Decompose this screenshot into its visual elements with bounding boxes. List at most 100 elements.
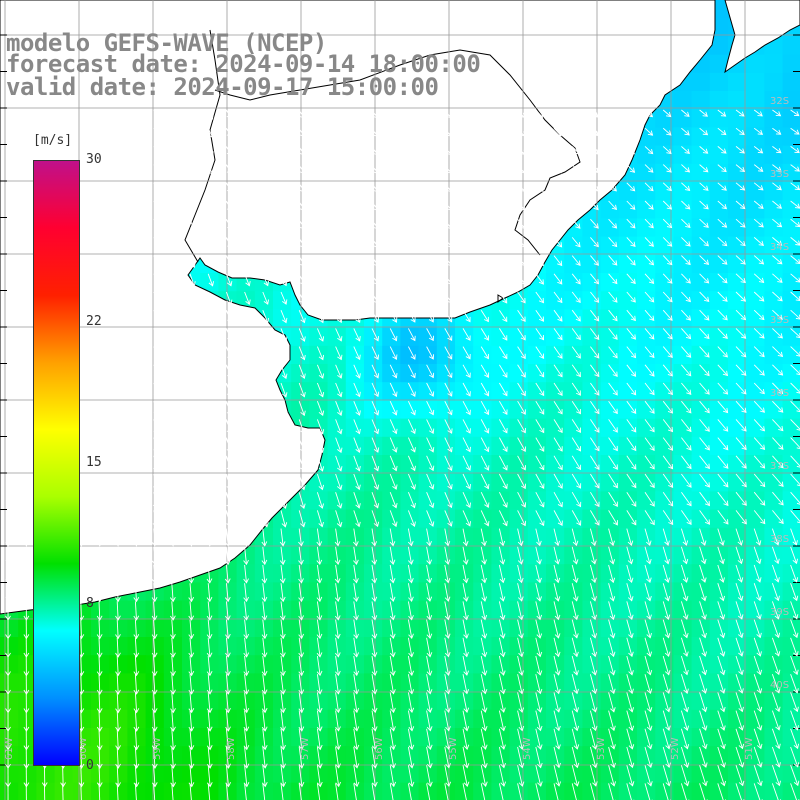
wind-speed-cell (673, 546, 693, 565)
colorbar-tick-label: 22 (86, 313, 102, 329)
wind-speed-cell (637, 327, 656, 347)
wind-speed-cell (637, 637, 656, 656)
wind-speed-cell (382, 473, 401, 492)
wind-speed-cell (582, 218, 602, 238)
wind-speed-cell (691, 145, 711, 165)
wind-speed-cell (728, 564, 747, 583)
wind-speed-cell (673, 691, 693, 711)
wind-speed-cell (709, 582, 729, 602)
wind-speed-cell (564, 546, 583, 565)
wind-speed-cell (200, 273, 219, 292)
wind-speed-cell (491, 673, 511, 693)
wind-speed-cell (546, 655, 565, 674)
wind-speed-cell (400, 509, 420, 529)
wind-speed-cell (564, 691, 583, 711)
wind-speed-cell (709, 655, 729, 674)
wind-speed-cell (582, 691, 602, 711)
wind-speed-cell (782, 327, 800, 347)
wind-speed-cell (782, 345, 800, 365)
wind-speed-cell (637, 709, 656, 729)
wind-speed-cell (527, 291, 547, 310)
longitude-label: 59W (152, 737, 163, 760)
wind-speed-cell (600, 673, 620, 693)
wind-speed-cell (491, 655, 511, 674)
wind-speed-cell (691, 728, 711, 747)
wind-speed-cell (618, 728, 638, 747)
wind-speed-cell (746, 691, 765, 711)
wind-speed-cell (400, 491, 420, 511)
wind-speed-cell (109, 637, 128, 656)
wind-speed-cell (673, 673, 693, 693)
wind-speed-cell (709, 327, 729, 347)
wind-speed-cell (527, 655, 547, 674)
wind-speed-cell (746, 618, 765, 638)
wind-speed-cell (764, 746, 784, 765)
wind-speed-cell (637, 291, 656, 310)
wind-speed-cell (637, 691, 656, 711)
wind-speed-cell (637, 564, 656, 583)
wind-speed-cell (673, 600, 693, 620)
wind-speed-cell (637, 673, 656, 693)
wind-speed-cell (291, 327, 310, 347)
wind-speed-cell (764, 182, 784, 201)
wind-speed-cell (564, 564, 583, 583)
wind-speed-cell (509, 673, 529, 693)
wind-speed-cell (564, 273, 583, 292)
wind-speed-cell (782, 72, 800, 92)
wind-speed-cell (364, 491, 383, 511)
wind-speed-cell (709, 91, 729, 110)
wind-speed-cell (491, 327, 511, 347)
colorbar-tick-label: 8 (86, 596, 94, 612)
wind-speed-cell (709, 163, 729, 183)
wind-speed-cell (728, 145, 747, 165)
wind-speed-cell (673, 236, 693, 256)
wind-speed-cell (18, 764, 37, 784)
wind-speed-cell (691, 200, 711, 219)
wind-speed-cell (637, 236, 656, 256)
wind-speed-cell (455, 345, 474, 365)
wind-speed-cell (728, 327, 747, 347)
wind-speed-cell (728, 637, 747, 656)
wind-speed-cell (109, 673, 128, 693)
wind-speed-cell (546, 709, 565, 729)
wind-speed-cell (91, 655, 110, 674)
colorbar-tick-label: 30 (86, 152, 102, 167)
wind-speed-cell (564, 764, 583, 784)
wind-speed-cell (618, 327, 638, 347)
wind-speed-cell (564, 309, 583, 329)
wind-speed-cell (709, 637, 729, 656)
wind-speed-cell (509, 764, 529, 784)
colorbar (33, 160, 80, 766)
wind-speed-cell (673, 254, 693, 274)
wind-speed-cell (673, 218, 693, 238)
wind-speed-cell (527, 709, 547, 729)
wind-speed-cell (564, 782, 583, 800)
wind-speed-cell (527, 345, 547, 365)
wind-speed-cell (564, 728, 583, 747)
wind-speed-cell (764, 291, 784, 310)
wind-speed-cell (691, 782, 711, 800)
wind-speed-cell (709, 291, 729, 310)
wind-speed-cell (637, 254, 656, 274)
wind-speed-cell (655, 127, 674, 147)
longitude-label: 51W (744, 737, 755, 760)
wind-speed-cell (618, 236, 638, 256)
wind-speed-cell (473, 691, 492, 711)
wind-speed-cell (709, 182, 729, 201)
wind-speed-cell (364, 509, 383, 529)
wind-speed-cell (673, 109, 693, 128)
wind-speed-cell (691, 236, 711, 256)
wind-speed-cell (582, 564, 602, 583)
wind-speed-cell (691, 72, 711, 92)
wind-speed-cell (728, 309, 747, 329)
wind-speed-cell (691, 600, 711, 620)
wind-speed-cell (618, 582, 638, 602)
wind-speed-cell (382, 345, 401, 365)
wind-speed-cell (673, 582, 693, 602)
wind-speed-cell (764, 127, 784, 147)
wind-speed-cell (746, 637, 765, 656)
wind-speed-cell (709, 236, 729, 256)
colorbar-tick-label: 15 (86, 455, 102, 470)
latitude-label: 40S (770, 680, 789, 691)
wind-speed-cell (746, 182, 765, 201)
